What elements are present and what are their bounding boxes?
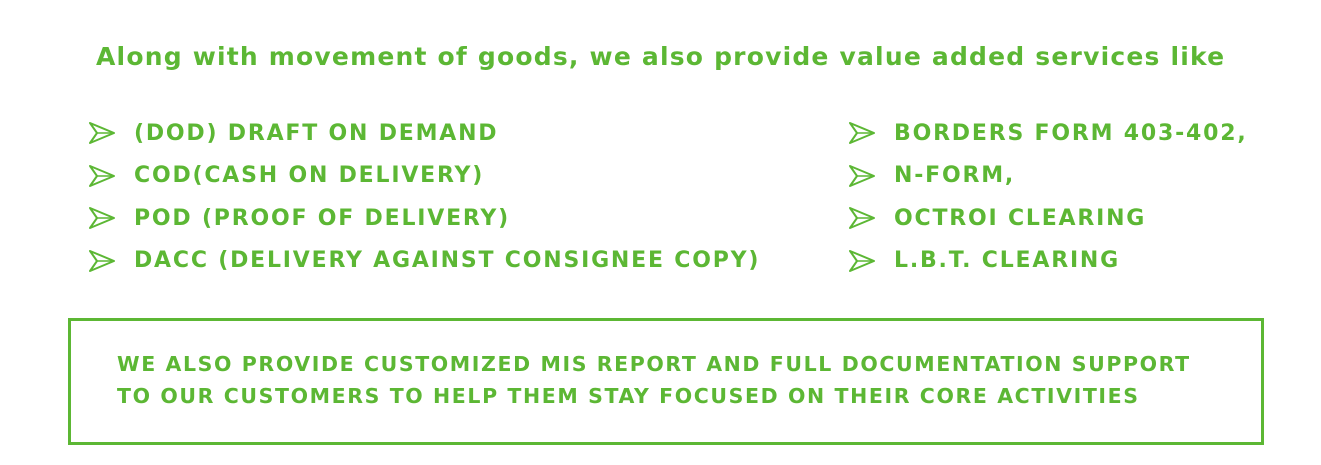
chevron-arrow-icon	[88, 249, 116, 273]
chevron-arrow-icon	[88, 206, 116, 230]
service-label: DACC (DELIVERY AGAINST CONSIGNEE COPY)	[134, 248, 761, 274]
service-label: POD (PROOF OF DELIVERY)	[134, 205, 511, 231]
chevron-arrow-icon	[848, 164, 876, 188]
list-item: N-FORM,	[848, 155, 1248, 198]
note-line-2: TO OUR CUSTOMERS TO HELP THEM STAY FOCUS…	[117, 384, 1140, 408]
chevron-arrow-icon	[848, 206, 876, 230]
chevron-arrow-icon	[88, 164, 116, 188]
list-item: COD(CASH ON DELIVERY)	[88, 155, 760, 198]
chevron-arrow-icon	[848, 121, 876, 145]
documentation-note-box: WE ALSO PROVIDE CUSTOMIZED MIS REPORT AN…	[68, 318, 1264, 445]
list-item: L.B.T. CLEARING	[848, 240, 1248, 283]
service-label: OCTROI CLEARING	[894, 205, 1147, 231]
service-label: BORDERS FORM 403-402,	[894, 120, 1248, 146]
list-item: BORDERS FORM 403-402,	[848, 112, 1248, 155]
intro-heading: Along with movement of goods, we also pr…	[96, 42, 1226, 71]
chevron-arrow-icon	[848, 249, 876, 273]
service-label: N-FORM,	[894, 163, 1016, 189]
chevron-arrow-icon	[88, 121, 116, 145]
services-list-right: BORDERS FORM 403-402, N-FORM, OCTROI CLE…	[848, 112, 1248, 282]
list-item: POD (PROOF OF DELIVERY)	[88, 197, 760, 240]
list-item: OCTROI CLEARING	[848, 197, 1248, 240]
list-item: DACC (DELIVERY AGAINST CONSIGNEE COPY)	[88, 240, 760, 283]
service-label: L.B.T. CLEARING	[894, 248, 1120, 274]
service-label: (DOD) DRAFT ON DEMAND	[134, 120, 499, 146]
list-item: (DOD) DRAFT ON DEMAND	[88, 112, 760, 155]
service-label: COD(CASH ON DELIVERY)	[134, 163, 485, 189]
note-line-1: WE ALSO PROVIDE CUSTOMIZED MIS REPORT AN…	[117, 352, 1191, 376]
services-list-left: (DOD) DRAFT ON DEMAND COD(CASH ON DELIVE…	[88, 112, 760, 282]
